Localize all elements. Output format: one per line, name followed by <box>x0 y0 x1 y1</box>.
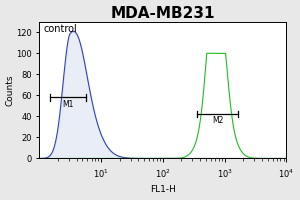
Text: control: control <box>43 24 77 34</box>
Text: M1: M1 <box>62 100 74 109</box>
Text: M2: M2 <box>212 116 223 125</box>
Title: MDA-MB231: MDA-MB231 <box>111 6 215 21</box>
Y-axis label: Counts: Counts <box>6 74 15 106</box>
X-axis label: FL1-H: FL1-H <box>150 185 176 194</box>
